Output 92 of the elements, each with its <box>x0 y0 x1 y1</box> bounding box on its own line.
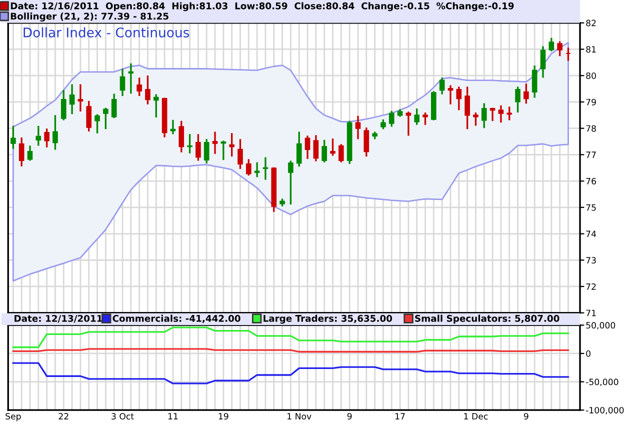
y-tick-label: 71 <box>586 310 596 316</box>
y-tick-label: 79 <box>586 98 596 106</box>
line-series <box>12 362 570 384</box>
y-tick-label: 0 <box>586 350 590 357</box>
candlestick <box>288 160 294 205</box>
candlestick <box>246 159 252 176</box>
candlestick <box>196 134 201 161</box>
candlestick <box>464 86 470 130</box>
y-tick-label: 76 <box>586 178 596 184</box>
candlestick <box>78 84 84 112</box>
candlestick <box>94 114 100 134</box>
candlestick <box>338 144 344 162</box>
candlestick <box>262 157 268 180</box>
x-tick-label: 3 Oct <box>112 413 134 420</box>
candlestick <box>456 86 462 110</box>
x-tick-label: 11 <box>168 413 178 420</box>
candlestick <box>490 108 496 121</box>
legend-label: Bollinger (21, 2): 77.39 - 81.25 <box>10 12 168 22</box>
candlestick <box>36 126 42 146</box>
candlestick <box>422 112 428 125</box>
candlestick <box>448 85 454 104</box>
candlestick <box>304 136 310 159</box>
candlestick <box>439 78 445 94</box>
candlestick <box>44 128 50 148</box>
y-tick-label: 72 <box>586 283 596 290</box>
y-tick-label: 73 <box>586 257 596 264</box>
candlestick <box>120 68 126 96</box>
candlestick <box>128 63 134 94</box>
y-tick-label: 50,000 <box>586 322 616 330</box>
candlestick <box>153 94 159 118</box>
candlestick <box>136 78 142 96</box>
candlestick <box>229 133 234 157</box>
candlestick <box>111 94 117 118</box>
chart-title: Dollar Index - Continuous <box>24 27 190 38</box>
candlestick <box>548 38 554 52</box>
candlestick <box>69 84 75 114</box>
candlestick <box>187 134 192 154</box>
y-tick-label: 78 <box>586 125 596 132</box>
candlestick <box>506 106 512 120</box>
candlestick <box>515 86 520 113</box>
x-tick-label: 19 <box>218 413 228 420</box>
x-tick-label: 9 <box>347 413 352 420</box>
candlestick <box>178 120 184 152</box>
candlestick <box>220 140 226 160</box>
y-tick-label: -50,000 <box>586 378 618 386</box>
candlestick <box>406 112 412 136</box>
y-tick-label: 77 <box>586 152 596 158</box>
candlestick <box>204 139 210 164</box>
candlestick <box>532 66 538 98</box>
candlestick <box>10 126 16 149</box>
candlestick <box>557 41 562 56</box>
candlestick <box>103 108 108 130</box>
candlestick <box>364 127 370 157</box>
y-tick-label: 81 <box>586 46 596 53</box>
y-tick-label: 80 <box>586 72 596 79</box>
y-tick-label: 75 <box>586 204 596 211</box>
legend-label: Commercials: -41,442.00 <box>112 314 240 324</box>
candlestick <box>355 116 361 140</box>
candlestick <box>18 138 24 166</box>
candlestick <box>330 138 336 156</box>
line-series <box>12 326 570 348</box>
x-tick-label: 9 <box>524 413 528 420</box>
candlestick <box>296 132 302 167</box>
text: Date: 12/13/2011 <box>14 314 102 323</box>
candlestick <box>27 146 33 161</box>
candlestick <box>313 135 319 162</box>
x-tick-label: 1 Dec <box>464 413 488 420</box>
x-tick-label: Sep <box>6 413 21 422</box>
candlestick <box>254 162 260 178</box>
x-tick-label: 17 <box>395 413 405 420</box>
candlestick <box>498 105 504 123</box>
candlestick <box>473 112 478 126</box>
x-tick-label: 22 <box>58 413 68 420</box>
candlestick <box>212 132 218 154</box>
candlestick <box>322 140 327 162</box>
candlestick <box>60 90 66 120</box>
legend-label: Date: 12/16/2011 Open:80.84 High:81.03 Low:80.59 Close:80.84 Change:-0.15 %Change:-0.19 <box>10 2 514 12</box>
candlestick <box>52 115 58 150</box>
y-tick-label: 74 <box>586 230 596 238</box>
candlestick <box>540 46 546 78</box>
candlestick <box>86 100 92 132</box>
candlestick <box>388 110 394 127</box>
x-tick-label: 1 Nov <box>288 413 312 420</box>
legend-label: Small Speculators: 5,807.00 <box>415 314 560 324</box>
y-tick-label: 82 <box>586 20 596 26</box>
candlestick <box>481 103 487 128</box>
legend-label: Large Traders: 35,635.00 <box>264 314 392 324</box>
candlestick <box>145 76 150 104</box>
y-tick-label: -100,000 <box>586 406 624 414</box>
candlestick <box>238 139 243 169</box>
candlestick <box>414 108 420 125</box>
candlestick <box>524 83 529 104</box>
